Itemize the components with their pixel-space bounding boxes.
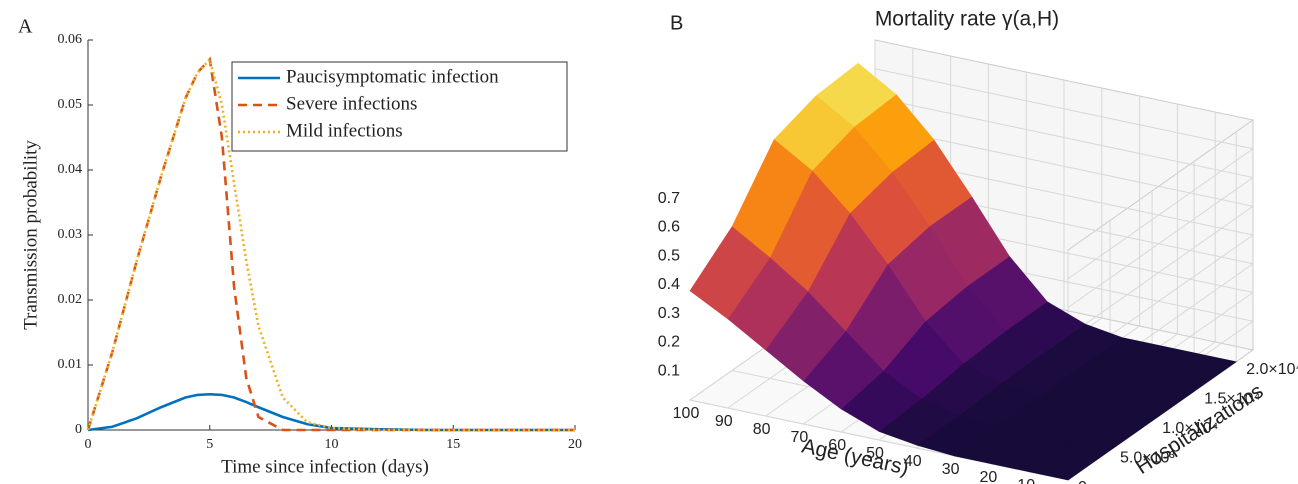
- y-tick-label: 0.05: [58, 97, 83, 112]
- z-tick-label: 0.2: [658, 334, 680, 351]
- x-tick-label: 5: [206, 437, 213, 452]
- x-tick-label: 10: [325, 437, 339, 452]
- x-tick-label: 10: [1017, 477, 1035, 484]
- legend-box: [231, 61, 568, 152]
- y-tick-label: 0.04: [58, 162, 83, 177]
- z-tick-label: 0.6: [658, 219, 680, 236]
- z-tick-label: 0.5: [658, 247, 680, 264]
- y-tick-label: 0.06: [58, 32, 83, 47]
- y-tick-label: 1.0×10⁴: [1162, 420, 1218, 437]
- x-tick-label: 30: [942, 461, 960, 478]
- x-tick-label: 50: [866, 445, 884, 462]
- y-tick-label: 0: [75, 422, 82, 437]
- grid-line: [874, 97, 1255, 308]
- legend-label: Severe infections: [286, 93, 417, 114]
- x-tick-label: 40: [904, 453, 922, 470]
- panel-b: B Mortality rate γ(a,H) Age (years) Hosp…: [658, 8, 1298, 484]
- x-tick-label: 0: [85, 437, 92, 452]
- chart-title: Mortality rate γ(a,H): [875, 8, 1059, 31]
- y-axis-label: Transmission probability: [20, 140, 41, 330]
- y-tick-label: 1.5×10⁴: [1204, 391, 1260, 408]
- z-tick-label: 0.3: [658, 305, 680, 322]
- x-tick-label: 100: [673, 405, 700, 422]
- x-tick-label: 20: [568, 437, 582, 452]
- y-tick-label: 0.01: [58, 357, 83, 372]
- grid-line: [874, 68, 1255, 280]
- series-line: [86, 56, 575, 432]
- x-tick-label: 70: [791, 429, 809, 446]
- x-tick-label: 20: [980, 469, 998, 484]
- series-line: [87, 392, 575, 432]
- y-tick-label: 0: [1078, 479, 1087, 484]
- y-tick-label: 0.03: [58, 227, 83, 242]
- legend-label: Paucisymptomatic infection: [286, 66, 499, 87]
- x-tick-label: 15: [446, 437, 460, 452]
- z-tick-label: 0.7: [658, 190, 680, 207]
- x-tick-label: 60: [828, 437, 846, 454]
- x-tick-label: 90: [715, 413, 733, 430]
- grid-line: [874, 125, 1255, 337]
- x-axis-label: Time since infection (days): [221, 456, 429, 477]
- x-tick-label: 80: [753, 421, 771, 438]
- z-tick-label: 0.1: [658, 362, 680, 379]
- legend-label: Mild infections: [286, 120, 403, 141]
- surface-cell: [689, 226, 771, 320]
- y-tick-label: 2.0×10⁴: [1246, 361, 1298, 378]
- y-tick-label: 0.02: [58, 292, 83, 307]
- panel-label: A: [18, 16, 33, 38]
- series-line: [86, 56, 575, 432]
- y-tick-label: 5.0×10³: [1120, 450, 1175, 467]
- panel-label: B: [670, 12, 683, 34]
- grid-line: [874, 154, 1255, 366]
- panel-a: A Time since infection (days) Transmissi…: [18, 16, 582, 478]
- z-tick-label: 0.4: [658, 276, 680, 293]
